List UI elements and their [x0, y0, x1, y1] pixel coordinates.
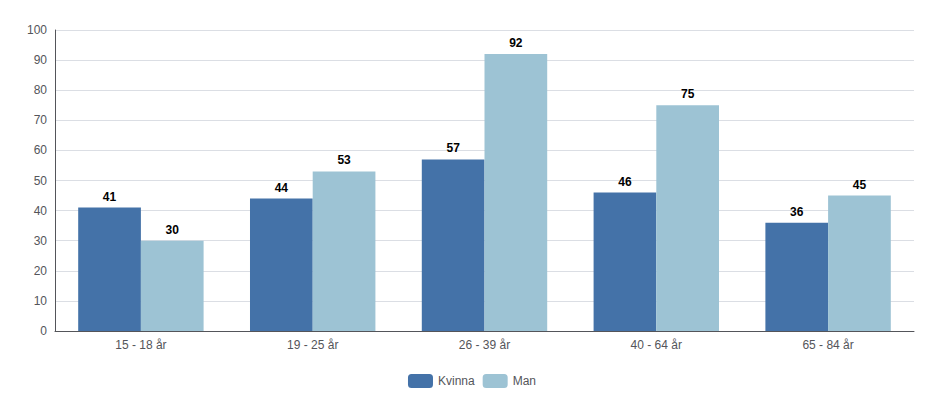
svg-text:0: 0 — [40, 324, 47, 338]
svg-text:100: 100 — [27, 23, 47, 37]
svg-text:65 - 84 år: 65 - 84 år — [802, 338, 853, 352]
svg-text:Kvinna: Kvinna — [438, 374, 475, 388]
svg-text:40: 40 — [34, 204, 48, 218]
svg-text:70: 70 — [34, 113, 48, 127]
svg-text:92: 92 — [509, 36, 523, 50]
svg-text:44: 44 — [275, 181, 289, 195]
svg-text:60: 60 — [34, 143, 48, 157]
svg-text:53: 53 — [337, 153, 351, 167]
svg-text:36: 36 — [790, 205, 804, 219]
svg-text:20: 20 — [34, 264, 48, 278]
svg-text:41: 41 — [103, 190, 117, 204]
svg-text:50: 50 — [34, 174, 48, 188]
svg-text:26 - 39 år: 26 - 39 år — [459, 338, 510, 352]
svg-text:10: 10 — [34, 294, 48, 308]
svg-text:19 - 25 år: 19 - 25 år — [287, 338, 338, 352]
svg-text:90: 90 — [34, 53, 48, 67]
svg-text:45: 45 — [853, 178, 867, 192]
svg-text:30: 30 — [34, 234, 48, 248]
svg-text:15 - 18 år: 15 - 18 år — [115, 338, 166, 352]
svg-text:75: 75 — [681, 87, 695, 101]
svg-text:30: 30 — [166, 223, 180, 237]
svg-text:57: 57 — [446, 141, 460, 155]
svg-text:40 - 64 år: 40 - 64 år — [631, 338, 682, 352]
svg-text:Man: Man — [513, 374, 536, 388]
svg-text:46: 46 — [618, 175, 632, 189]
svg-text:80: 80 — [34, 83, 48, 97]
